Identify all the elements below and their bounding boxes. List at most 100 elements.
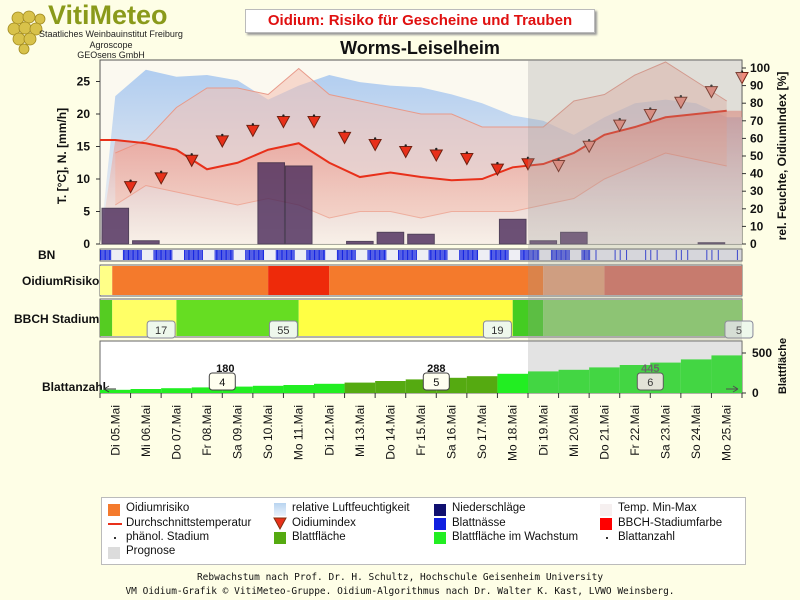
legend-swatch-oidium-index-icon (273, 517, 287, 530)
bn-wet-hour (557, 250, 559, 260)
oidium-index-dot (312, 114, 316, 117)
x-day-label: Sa 09.Mai (231, 405, 245, 459)
bn-wet-hour (711, 250, 713, 260)
bn-wet-hour (409, 250, 411, 260)
y-right-tick-label: 80 (750, 96, 764, 110)
leaf-count-badge (422, 372, 450, 391)
bn-wet-hour (497, 250, 499, 260)
oidium-index-dot (435, 147, 438, 151)
bn-wet-hour (372, 250, 374, 260)
bbch-stage-box (482, 320, 512, 339)
bn-wet-hour (134, 250, 136, 260)
x-day-label: Mi 06.Mai (139, 405, 153, 457)
bn-wet-hour (171, 250, 173, 260)
leaf-area-bar (100, 389, 131, 393)
bbch-stage-label: 19 (491, 325, 503, 337)
bn-wet-hour (249, 250, 251, 260)
bn-wet-hour (581, 250, 583, 260)
station-name: Worms-Leiselheim (340, 38, 500, 58)
bn-wet-hour (153, 250, 155, 260)
bn-wet-hour (194, 250, 196, 260)
risk-segment (329, 266, 544, 295)
bn-wet-hour (100, 250, 101, 260)
bn-wet-hour (473, 250, 475, 260)
legend-swatch-precip (434, 504, 446, 516)
oidium-index-dot (740, 70, 744, 73)
bbch-stage-label: 5 (736, 325, 742, 337)
bn-wet-hour (491, 250, 493, 260)
x-day-label: Di 05.Mai (108, 405, 122, 456)
bn-wet-hour (348, 250, 350, 260)
x-day-label: Mo 11.Mai (292, 405, 306, 460)
bn-wet-hour (428, 250, 430, 260)
bn-wet-hour (398, 250, 400, 260)
bn-wet-hour (201, 250, 203, 260)
bn-wet-hour (184, 250, 186, 260)
bn-wet-hour (191, 250, 193, 260)
y-right-tick-label: 70 (750, 114, 764, 128)
bn-wet-hour (218, 250, 220, 260)
bn-wet-hour (125, 250, 127, 260)
leaf-area-bar (589, 367, 620, 393)
bn-wet-hour (656, 250, 658, 260)
x-day-label: Mi 20.Mai (567, 405, 581, 457)
bn-wet-hour (399, 250, 401, 260)
bn-wet-hour (340, 250, 342, 260)
precip-bar (346, 240, 374, 245)
y-right-tick-label: 20 (750, 202, 764, 216)
risk-label: OidiumRisiko (22, 274, 99, 288)
bn-wet-hour (437, 250, 439, 260)
bn-wet-hour (461, 250, 463, 260)
leaf-area-bar (222, 386, 253, 393)
legend-swatch-leaf-wetness (434, 518, 446, 530)
bn-wet-hour (525, 250, 527, 260)
bn-wet-hour (261, 250, 263, 260)
bn-wet-hour (470, 250, 472, 260)
bn-wet-hour (553, 250, 555, 260)
bn-wet-hour (129, 250, 131, 260)
bn-wet-hour (550, 250, 552, 260)
bn-wet-hour (339, 250, 341, 260)
leaf-area-bar (680, 359, 712, 393)
bn-wet-hour (135, 250, 137, 260)
bn-wet-hour (353, 250, 355, 260)
bn-wet-hour (316, 250, 318, 260)
bbch-label: BBCH Stadium (14, 312, 99, 326)
legend-oidium-risk: Oidiumrisiko (126, 502, 190, 514)
bn-wet-hour (385, 250, 387, 260)
bn-wet-hour (229, 250, 231, 260)
leaf-count-value: 5 (433, 377, 439, 389)
legend: Oidiumrisiko relative Luftfeuchtigkeit N… (101, 497, 746, 565)
leaf-axis-tick-label: 500 (752, 346, 772, 360)
bn-wet-hour (408, 250, 410, 260)
leaf-count-value: 4 (219, 377, 225, 389)
bn-wet-hour (280, 250, 282, 260)
legend-swatch-humidity (274, 503, 286, 516)
grape-logo-icon (7, 10, 46, 55)
bn-wet-hour (522, 250, 524, 260)
precip-bar (101, 207, 130, 245)
bn-wet-hour (161, 250, 163, 260)
bn-wet-hour (431, 250, 433, 260)
bn-wet-hour (162, 250, 164, 260)
leaf-area-bar (528, 371, 559, 393)
forecast-overlay (528, 60, 742, 393)
oidium-index-dot (587, 139, 591, 142)
leaf-axis-tick-label: 0 (752, 386, 759, 400)
bn-wet-hour (108, 250, 110, 260)
oidium-index-dot (618, 117, 621, 121)
bn-wet-hour (466, 250, 468, 260)
leaf-area-bar (161, 388, 192, 393)
oidium-index-dot (557, 158, 560, 161)
x-day-label: So 17.Mai (475, 405, 489, 459)
leaf-area-value-label: 288 (427, 363, 445, 375)
bn-wet-hour (433, 250, 435, 260)
legend-precip: Niederschläge (452, 502, 526, 514)
bn-wet-hour (403, 250, 405, 260)
bn-wet-hour (435, 250, 436, 260)
bn-wet-hour (531, 250, 533, 260)
bn-wet-hour (477, 250, 479, 260)
bn-wet-hour (277, 250, 279, 260)
x-day-label: Mo 18.Mai (506, 405, 520, 461)
bn-wet-hour (494, 250, 496, 260)
